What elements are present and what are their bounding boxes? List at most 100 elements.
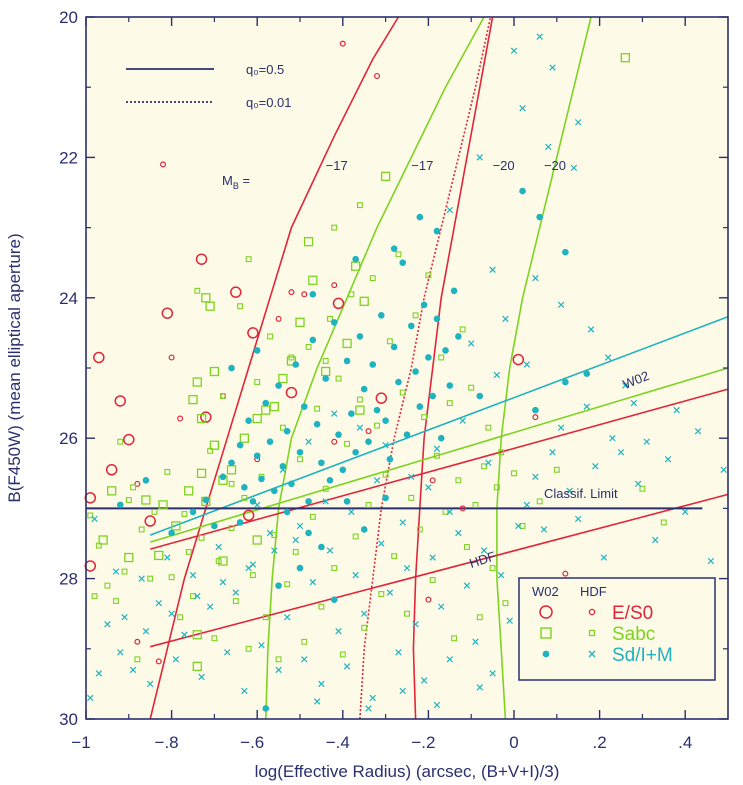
sd-i-m-hdf-point-18 [104,621,111,628]
sabc-w02-point-10 [154,550,164,561]
sabc-hdf-point-42 [327,315,333,322]
reference-curve-2 [359,16,492,720]
sd-i-m-hdf-point-40 [292,536,299,544]
sabc-w02-point-8 [158,500,168,510]
x-tick-label-4: −.2 [411,733,435,752]
sd-i-m-w02-point-49 [403,431,411,438]
sd-i-m-w02-point-54 [425,354,432,361]
reference-curve-6 [149,388,729,550]
sabc-hdf-point-10 [168,574,175,581]
sabc-w02-point-28 [192,630,202,640]
sd-i-m-w02-point-68 [318,543,325,551]
x-tick-label-1: −.8 [155,733,179,752]
sd-i-m-hdf-point-55 [420,677,428,684]
sabc-w02-point-1 [380,171,391,182]
sd-i-m-hdf-point-74 [583,403,590,410]
sabc-w02-point-35 [124,552,134,563]
sd-i-m-hdf-point-46 [343,663,351,670]
reference-curve-5 [149,493,729,648]
sd-i-m-hdf-point-23 [146,680,154,688]
sd-i-m-w02-point-31 [326,477,334,484]
legend-marker-sabc-hdf [588,629,596,637]
sd-i-m-w02-point-8 [219,473,227,481]
sd-i-m-hdf-point-0 [536,33,543,40]
axis-ticks: −1 −.8 −.6 −.4 −.2 0 .2 .4 20 22 24 26 28 30 [59,8,728,752]
sabc-hdf-point-20 [232,598,239,605]
sd-i-m-w02-point-57 [437,434,445,442]
sd-i-m-w02-point-41 [369,361,377,368]
sd-i-m-hdf-point-89 [382,441,389,449]
sd-i-m-hdf-point-10 [617,449,625,456]
sd-i-m-w02-point-81 [283,508,291,516]
sd-i-m-hdf-point-14 [707,557,715,565]
annotation-2: −20 [493,158,515,173]
sd-i-m-hdf-point-69 [540,526,548,533]
sd-i-m-w02-point-70 [360,526,368,533]
sabc-hdf-point-56 [386,338,393,345]
sd-i-m-w02-point-71 [116,501,124,509]
sd-i-m-hdf-point-108 [219,578,227,586]
sd-i-m-w02-point-6 [476,392,484,400]
sabc-w02-point-9 [171,521,181,531]
sd-i-m-hdf-point-44 [326,547,334,554]
sd-i-m-hdf-point-100 [425,484,432,491]
sabc-hdf-point-28 [267,333,273,340]
sd-i-m-hdf-point-63 [489,670,496,677]
e-s0-w02-point-16 [242,509,255,522]
sabc-hdf-point-15 [207,447,214,454]
x-axis-title: log(Effective Radius) (arcsec, (B+V+I)/3… [255,762,560,781]
sabc-hdf-point-73 [459,326,466,333]
sd-i-m-hdf-point-103 [348,508,355,516]
sd-i-m-w02-point-80 [433,227,441,235]
sd-i-m-w02-point-51 [412,368,419,375]
sd-i-m-hdf-point-9 [604,354,612,361]
sd-i-m-w02-point-60 [450,287,458,295]
sd-i-m-hdf-point-16 [87,694,94,702]
sd-i-m-w02-point-36 [348,410,355,417]
e-s0-hdf-point-5 [275,315,282,322]
sd-i-m-w02-point-26 [305,498,312,505]
sd-i-m-w02-point-11 [241,484,248,491]
sabc-w02-point-15 [239,433,250,443]
sd-i-m-w02-point-56 [433,315,441,323]
sabc-hdf-point-83 [502,600,509,607]
sabc-w02-point-31 [209,366,220,377]
sd-i-m-hdf-point-66 [515,522,522,530]
sd-i-m-w02-point-75 [253,347,261,354]
sabc-hdf-point-8 [151,508,158,515]
sd-i-m-w02-point-32 [330,319,338,326]
sd-i-m-hdf-point-85 [279,466,287,474]
sd-i-m-w02-point-12 [245,417,252,424]
line-style-legend: q₀=0.5 q₀=0.01 MB = [126,62,292,191]
e-s0-hdf-point-9 [134,480,141,487]
sd-i-m-hdf-point-96 [467,340,475,347]
e-s0-hdf-point-7 [301,291,308,298]
legend-marker-sdim-hdf [588,650,596,658]
sd-i-m-hdf-point-79 [634,480,642,488]
e-s0-hdf-point-13 [562,570,569,577]
y-tick-label-3: 26 [59,429,78,448]
sd-i-m-hdf-point-84 [253,501,261,509]
y-tick-label-0: 20 [59,8,78,27]
sd-i-m-hdf-point-67 [523,501,531,509]
sd-i-m-hdf-point-52 [395,649,402,656]
sd-i-m-hdf-point-26 [172,656,180,663]
legend-marker-es0-hdf [588,608,596,616]
sd-i-m-hdf-point-107 [245,564,252,572]
sd-i-m-w02-point-84 [236,519,244,526]
sd-i-m-hdf-point-105 [296,522,304,530]
sabc-hdf-point-18 [220,393,226,400]
e-s0-w02-point-5 [195,253,208,265]
sabc-hdf-point-86 [536,498,543,505]
sd-i-m-hdf-point-62 [480,547,488,554]
sabc-w02-point-22 [303,236,314,247]
reference-curve-3 [265,16,485,720]
sd-i-m-hdf-point-60 [463,582,471,589]
x-tick-label-2: −.6 [240,733,264,752]
sd-i-m-w02-point-82 [305,529,312,537]
sd-i-m-hdf-point-3 [574,119,582,126]
sd-i-m-w02-point-16 [262,399,270,407]
sabc-w02-point-16 [252,413,262,424]
sd-i-m-hdf-point-117 [313,698,321,705]
